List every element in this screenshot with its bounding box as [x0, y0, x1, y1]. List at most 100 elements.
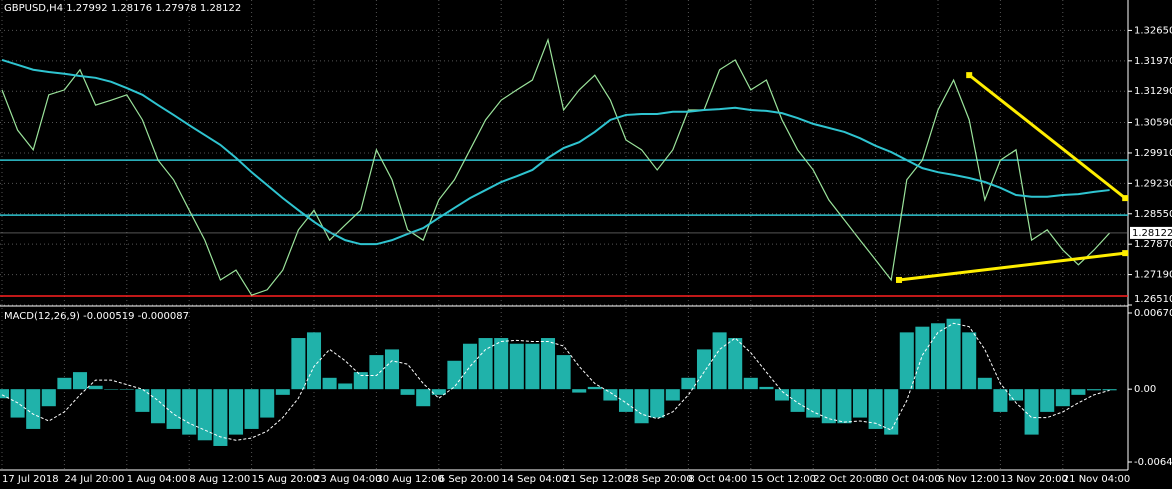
- macd-bar: [930, 323, 946, 390]
- x-tick-label: 23 Aug 04:00: [314, 474, 381, 485]
- macd-bar: [57, 377, 72, 390]
- macd-bar: [447, 360, 462, 390]
- x-tick-label: 17 Jul 2018: [2, 474, 59, 485]
- signal-value: -0.000087: [138, 311, 189, 322]
- macd-name: MACD(12,26,9): [4, 311, 80, 322]
- macd-bar: [821, 389, 836, 424]
- macd-bar: [868, 389, 883, 429]
- current-price-box: [1130, 226, 1172, 239]
- macd-bar: [790, 389, 805, 412]
- y-tick-label: 1.31290: [1134, 86, 1172, 97]
- trendline: [898, 251, 1126, 282]
- macd-bar: [1008, 389, 1024, 401]
- macd-bar: [696, 349, 712, 390]
- macd-bar: [946, 318, 961, 390]
- macd-bar: [41, 389, 56, 407]
- macd-bar: [884, 389, 899, 435]
- macd-value: -0.000519: [83, 311, 134, 322]
- x-tick-label: 6 Nov 12:00: [938, 474, 999, 485]
- y-tick-label: 1.31970: [1134, 56, 1172, 67]
- x-tick-label: 1 Aug 04:00: [127, 474, 188, 485]
- macd-bar: [228, 389, 244, 435]
- macd-bar: [478, 338, 493, 390]
- y-tick-label: 1.27870: [1134, 239, 1172, 250]
- macd-bar: [104, 389, 119, 390]
- macd-bar: [400, 389, 415, 395]
- macd-bar: [291, 338, 306, 390]
- macd-bar: [915, 326, 930, 390]
- x-tick-label: 28 Sep 20:00: [626, 474, 693, 485]
- y-tick-label: 1.26510: [1134, 294, 1172, 305]
- macd-bar: [759, 386, 774, 390]
- macd-bar: [712, 332, 727, 390]
- macd-bar: [572, 389, 587, 393]
- x-tick-label: 30 Oct 04:00: [876, 474, 941, 485]
- x-tick-label: 14 Sep 04:00: [501, 474, 568, 485]
- macd-bar: [119, 389, 134, 390]
- macd-bar: [743, 377, 758, 390]
- macd-bar: [899, 332, 914, 390]
- x-tick-label: 21 Sep 12:00: [564, 474, 631, 485]
- macd-bar: [150, 389, 166, 424]
- low: 1.27978: [155, 3, 196, 14]
- macd-bar: [509, 343, 524, 390]
- macd-bar: [135, 389, 150, 412]
- x-tick-label: 15 Oct 12:00: [751, 474, 816, 485]
- y-tick-label: 1.32650: [1134, 25, 1172, 36]
- macd-bar: [182, 389, 197, 435]
- x-tick-label: 13 Nov 20:00: [1000, 474, 1067, 485]
- macd-bar: [1024, 389, 1039, 435]
- trendline-anchor: [896, 276, 902, 283]
- trendline-anchor: [1122, 250, 1129, 257]
- macd-bar: [806, 389, 821, 418]
- price-line: [1, 37, 1111, 296]
- macd-bar: [618, 389, 634, 412]
- x-tick-label: 8 Oct 04:00: [688, 474, 747, 485]
- macd-bar: [26, 389, 41, 429]
- macd-bar: [384, 349, 400, 390]
- macd-bar: [72, 372, 88, 390]
- y-tick-label: 1.27190: [1134, 270, 1172, 281]
- macd-bar: [540, 338, 556, 390]
- y-tick-label: 1.29910: [1134, 148, 1172, 159]
- x-tick-label: 22 Oct 20:00: [813, 474, 878, 485]
- moving-average: [1, 58, 1110, 246]
- macd-bar: [0, 389, 10, 399]
- x-tick-label: 24 Jul 20:00: [64, 474, 124, 485]
- macd-bar: [852, 389, 868, 418]
- x-tick-label: 21 Nov 04:00: [1063, 474, 1130, 485]
- y-tick-label: 0.006705: [1134, 308, 1172, 319]
- macd-bar: [275, 389, 290, 395]
- y-tick-label: 1.28550: [1134, 209, 1172, 220]
- macd-bar: [837, 389, 852, 424]
- macd-bar: [494, 338, 509, 390]
- y-tick-label: 1.30590: [1134, 118, 1172, 129]
- trendline-anchor: [1122, 195, 1129, 202]
- macd-bar: [774, 389, 790, 401]
- macd-bar: [603, 389, 618, 401]
- macd-bar: [1102, 389, 1117, 391]
- macd-bar: [665, 389, 680, 401]
- macd-bar: [993, 389, 1008, 412]
- trendline: [968, 73, 1127, 200]
- macd-bar: [353, 372, 368, 390]
- macd-bar: [525, 343, 540, 390]
- macd-bar: [634, 389, 649, 424]
- macd-bar: [416, 389, 431, 407]
- x-tick-label: 8 Aug 12:00: [189, 474, 250, 485]
- macd-bar: [369, 355, 384, 390]
- macd-bar: [681, 377, 696, 390]
- y-tick-label: -0.006411: [1134, 457, 1172, 468]
- trendline-anchor: [966, 72, 973, 79]
- macd-bar: [462, 343, 478, 390]
- symbol: GBPUSD,H4: [4, 3, 63, 14]
- macd-bar: [728, 338, 743, 390]
- macd-bar: [1086, 389, 1102, 391]
- macd-bar: [962, 332, 977, 390]
- macd-bar: [260, 389, 275, 418]
- current-price-label: 1.28122: [1132, 228, 1172, 239]
- macd-bar: [431, 389, 446, 395]
- close: 1.28122: [200, 3, 241, 14]
- y-tick-label: 1.29230: [1134, 178, 1172, 189]
